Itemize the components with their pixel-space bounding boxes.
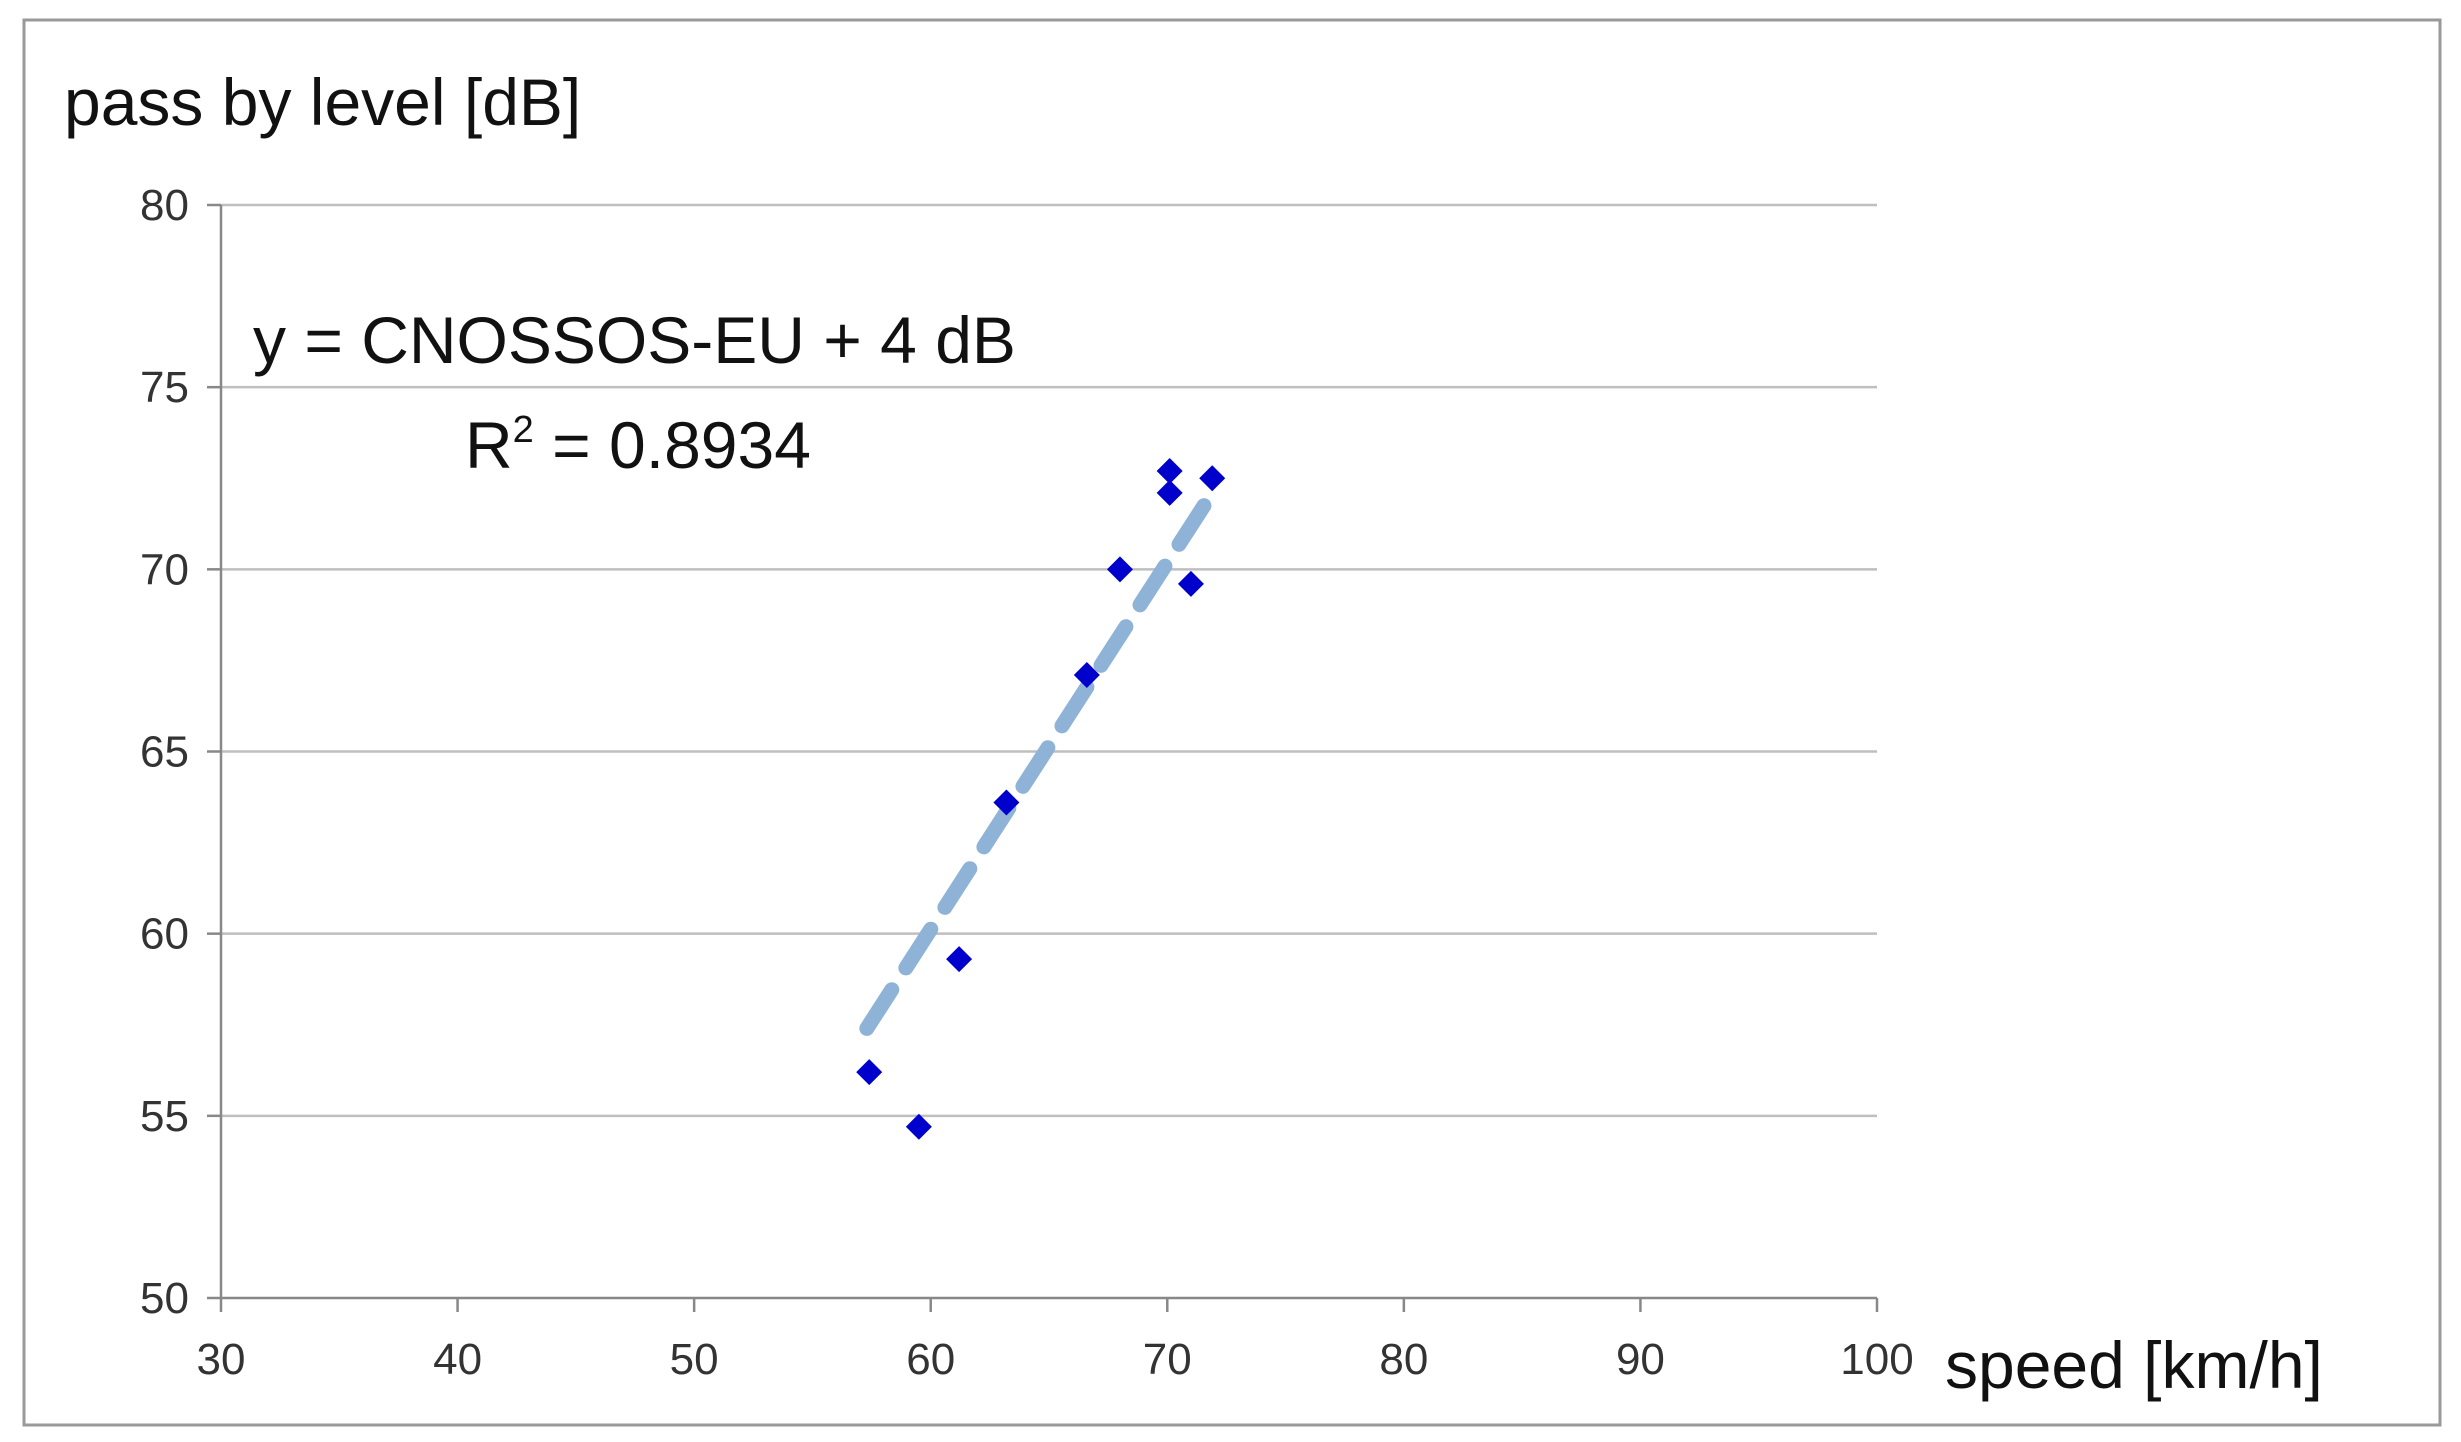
chart-frame	[22, 18, 2442, 1427]
x-tick-label-90: 90	[1616, 1335, 1665, 1384]
x-tick-label-80: 80	[1379, 1335, 1428, 1384]
data-points	[856, 457, 1226, 1140]
y-tick-label-55: 55	[140, 1092, 189, 1141]
data-point-6	[1106, 556, 1133, 583]
y-tick-label-80: 80	[140, 181, 189, 230]
x-tick-label-100: 100	[1840, 1335, 1913, 1384]
data-point-8	[1156, 479, 1183, 506]
x-axis-title: speed [km/h]	[1945, 1328, 2323, 1402]
x-tick-label-60: 60	[906, 1335, 955, 1384]
axes	[207, 203, 1879, 1312]
data-point-10	[1199, 465, 1226, 492]
data-point-5	[1073, 661, 1100, 688]
trendline	[859, 481, 1223, 1036]
x-tick-label-40: 40	[433, 1335, 482, 1384]
y-tick-labels: 50 55 60 65 70 75 80	[140, 181, 189, 1323]
annotation-r-squared: R2 = 0.8934	[465, 408, 811, 482]
x-tick-label-50: 50	[670, 1335, 719, 1384]
annotation-equation: y = CNOSSOS-EU + 4 dB	[253, 303, 1016, 377]
data-point-3	[946, 946, 973, 973]
data-point-1	[856, 1059, 883, 1086]
y-tick-label-70: 70	[140, 545, 189, 594]
x-tick-label-70: 70	[1143, 1335, 1192, 1384]
x-tick-label-30: 30	[197, 1335, 246, 1384]
y-tick-label-50: 50	[140, 1274, 189, 1323]
r-squared-superscript: 2	[513, 409, 534, 451]
y-tick-label-75: 75	[140, 363, 189, 412]
data-point-4	[993, 789, 1020, 816]
r-squared-prefix: R	[465, 408, 513, 482]
y-tick-label-60: 60	[140, 910, 189, 959]
y-axis-title: pass by level [dB]	[64, 65, 581, 139]
y-tick-label-65: 65	[140, 728, 189, 777]
x-tick-labels: 30 40 50 60 70 80 90 100	[197, 1335, 1914, 1384]
data-point-7	[1156, 457, 1183, 484]
r-squared-value: = 0.8934	[534, 408, 811, 482]
trendline-path	[859, 481, 1223, 1036]
data-point-9	[1177, 570, 1204, 597]
data-point-2	[905, 1113, 932, 1140]
